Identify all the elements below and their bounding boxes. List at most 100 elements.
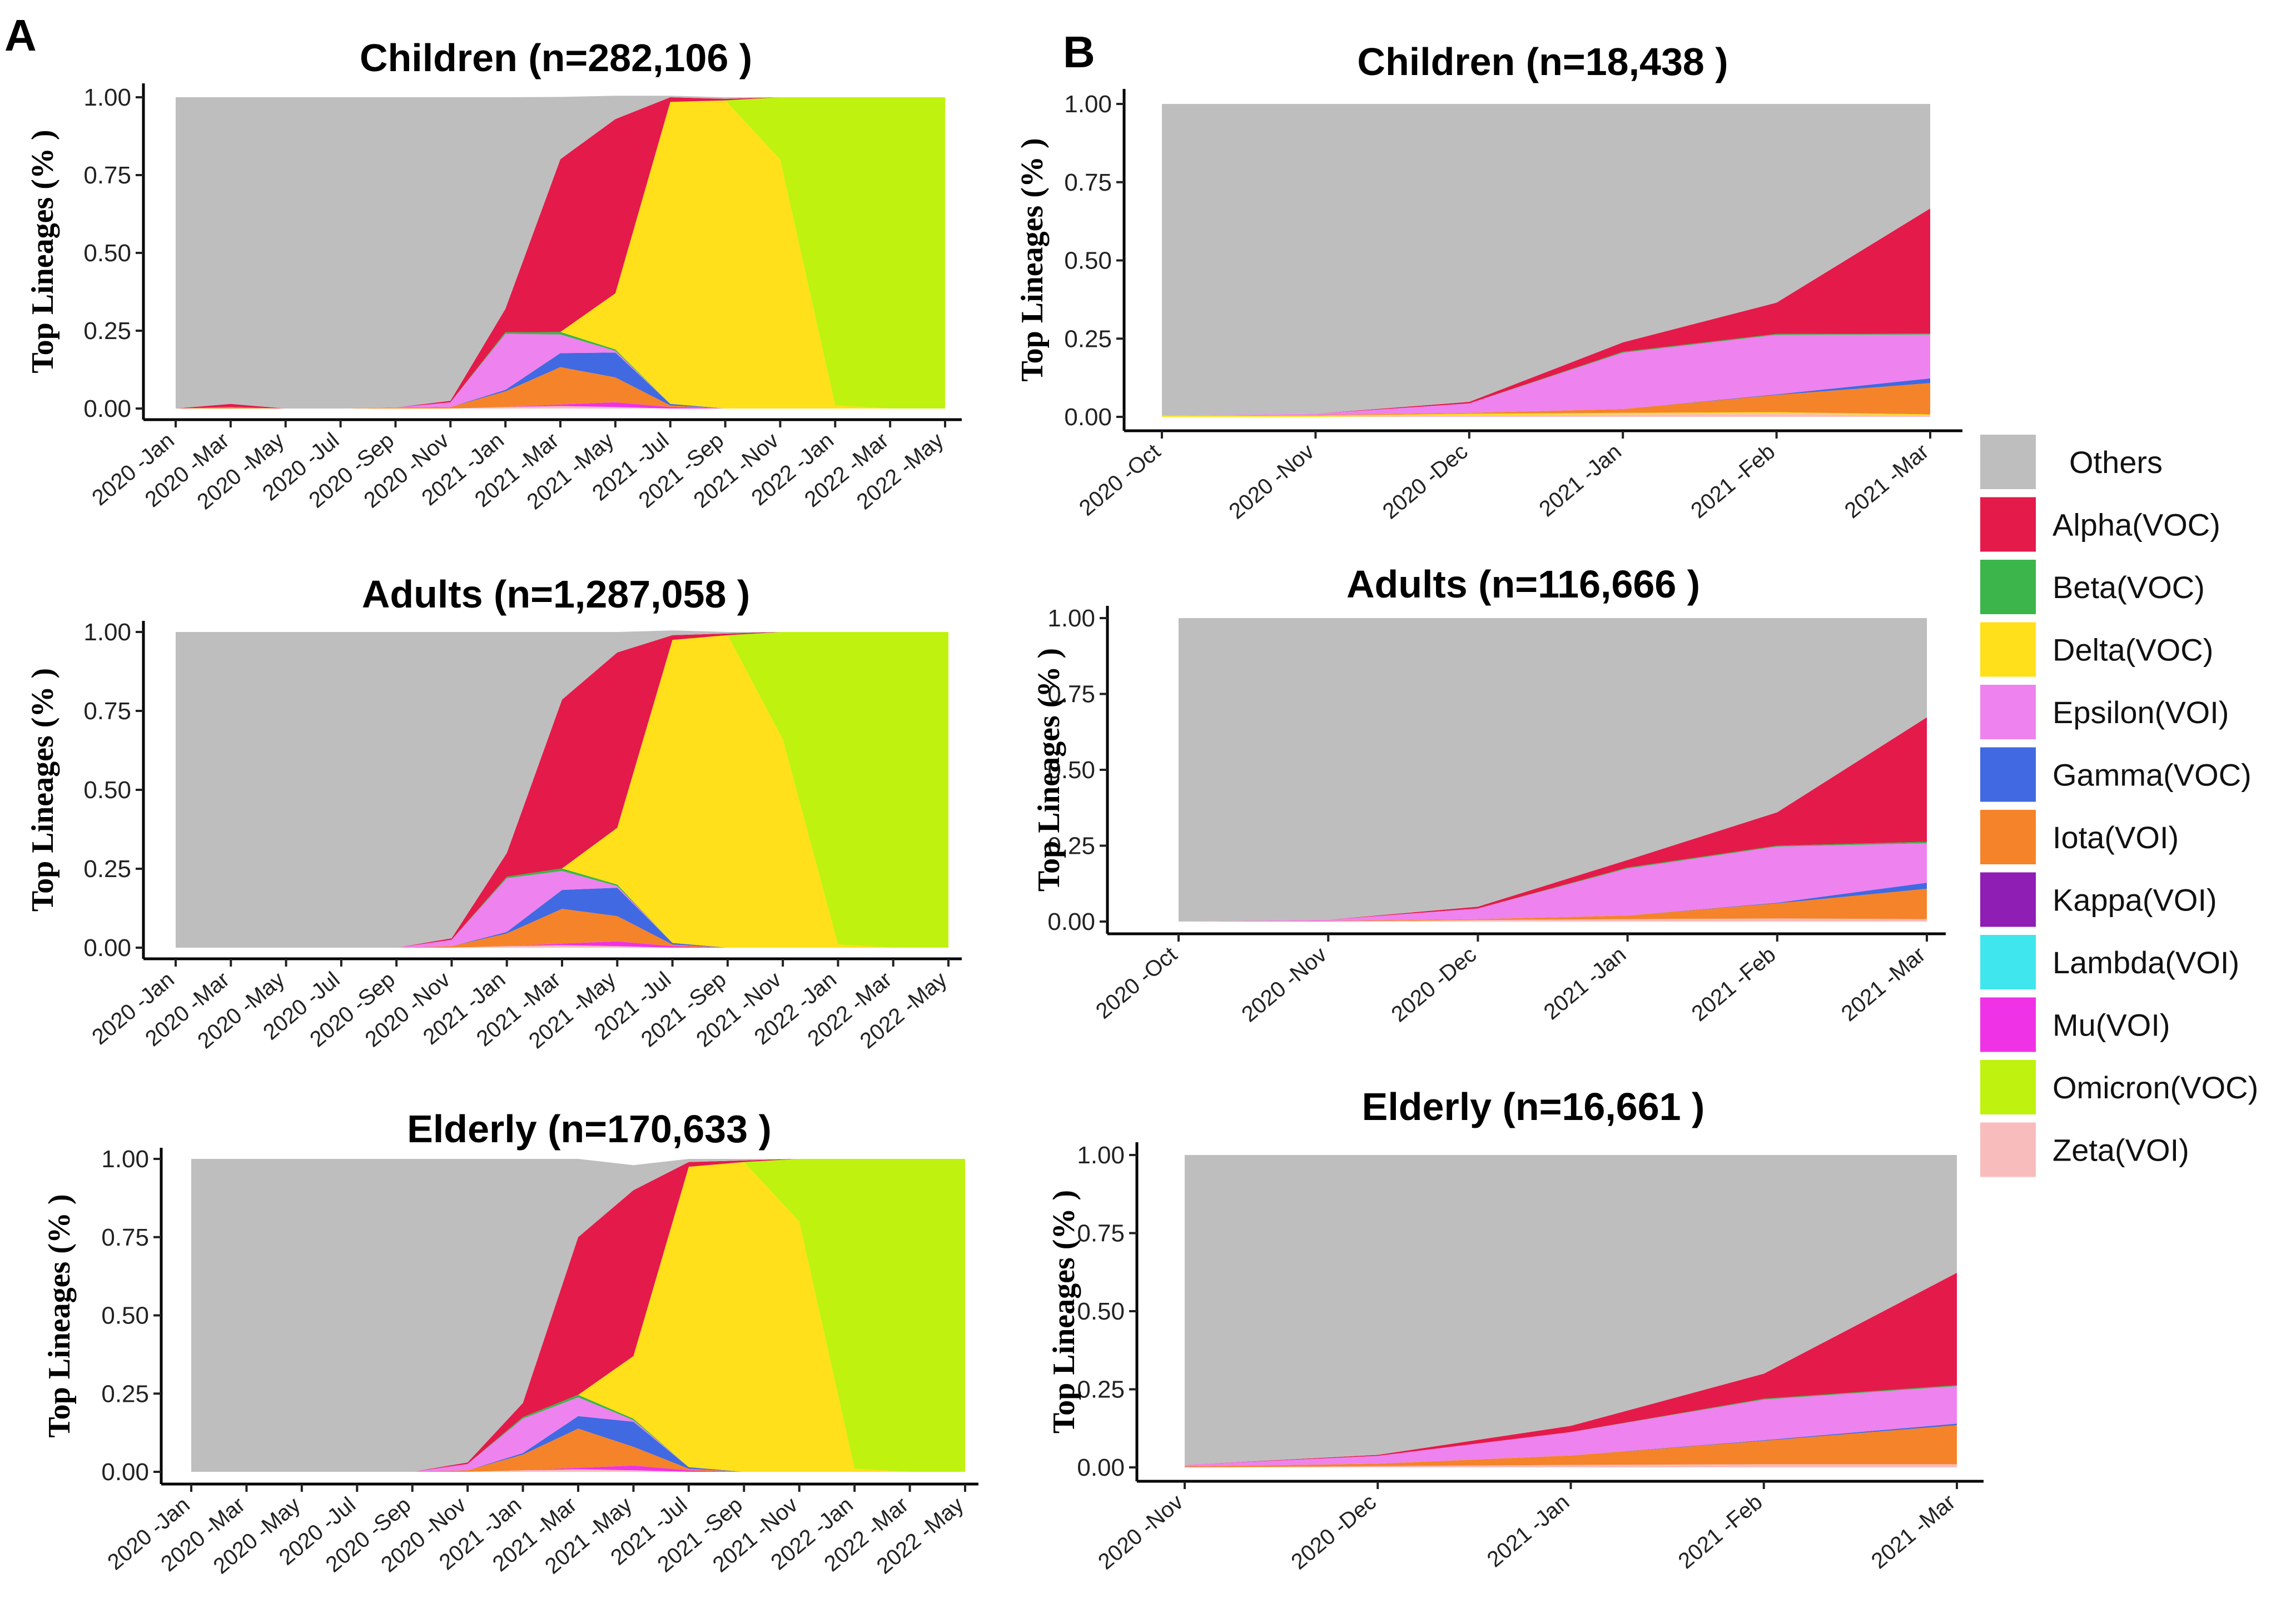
legend-swatch-lambda-voi — [1980, 935, 2036, 989]
x-tick-label: 2020 -Dec — [1286, 1490, 1381, 1574]
area-a3-mu-voi — [191, 1465, 965, 1472]
area-b1-others — [1162, 104, 1930, 416]
panel-label-b: B — [1063, 27, 1095, 77]
y-tick-label: 0.75 — [83, 162, 131, 189]
area-b2-epsilon-voi — [1179, 843, 1927, 922]
area-a3-omicron-voc — [191, 1159, 965, 1472]
x-tick-label: 2021 -Jan — [1534, 439, 1626, 521]
y-tick-label: 0.75 — [1077, 1220, 1125, 1247]
y-tick-label: 1.00 — [1047, 605, 1095, 632]
y-tick-label: 0.75 — [83, 698, 131, 725]
legend-label-gamma-voc: Gamma(VOC) — [2053, 758, 2252, 793]
y-tick-label: 0.25 — [83, 855, 131, 883]
legend-label-delta-voc: Delta(VOC) — [2053, 633, 2213, 668]
x-tick-label: 2021 -Feb — [1686, 439, 1780, 523]
area-a2-mu-voi — [176, 941, 948, 948]
chart-title: Elderly (n=170,633 ) — [407, 1107, 772, 1151]
y-tick-label: 0.00 — [101, 1458, 149, 1486]
legend-label-lambda-voi: Lambda(VOI) — [2053, 945, 2239, 980]
x-tick-label: 2021 -Feb — [1674, 1490, 1767, 1574]
chart-b1: 0.00 0.25 0.50 0.75 1.00 2020 -Oct 2020 -Nov 20… — [1015, 40, 1962, 524]
area-a1-omicron-voc — [176, 97, 945, 409]
legend-swatch-others — [1980, 435, 2036, 489]
y-tick-label: 0.50 — [83, 240, 131, 267]
area-b1-zeta-voi — [1162, 414, 1930, 417]
y-tick-label: 0.75 — [101, 1224, 149, 1251]
y-tick-label: 0.50 — [1064, 247, 1112, 275]
y-tick-label: 0.25 — [83, 317, 131, 345]
legend-label-iota-voi: Iota(VOI) — [2053, 820, 2179, 855]
y-tick-label: 1.00 — [1064, 91, 1112, 118]
chart-title: Adults (n=1,287,058 ) — [362, 573, 750, 616]
x-tick-label: 2021 -Mar — [1837, 942, 1930, 1026]
area-a1-zeta-voi — [176, 406, 945, 409]
area-a1-epsilon-voi — [176, 333, 945, 409]
x-tick-label: 2021 -Feb — [1687, 942, 1781, 1026]
area-a2-gamma-voc — [176, 888, 948, 948]
area-a1-gamma-voc — [176, 352, 945, 409]
y-axis-label: Top Lineages (% ) — [26, 668, 60, 912]
y-tick-label: 0.00 — [83, 395, 131, 422]
area-b1-alpha-voc — [1162, 208, 1930, 416]
chart-b2: 0.00 0.25 0.50 0.75 1.00 2020 -Oct 2020 -Nov 20… — [1032, 562, 1946, 1027]
y-tick-label: 1.00 — [83, 84, 131, 111]
area-a3-gamma-voc — [191, 1416, 965, 1472]
y-tick-label: 0.00 — [1077, 1454, 1125, 1481]
y-tick-label: 0.25 — [1077, 1376, 1125, 1403]
chart-title: Adults (n=116,666 ) — [1346, 562, 1700, 606]
y-tick-label: 0.50 — [1077, 1298, 1125, 1325]
y-tick-label: 0.75 — [1064, 169, 1112, 196]
y-tick-label: 1.00 — [1077, 1142, 1125, 1169]
area-b1-delta-voc — [1162, 412, 1930, 417]
legend-label-kappa-voi: Kappa(VOI) — [2053, 883, 2217, 918]
chart-title: Children (n=282,106 ) — [360, 36, 752, 79]
x-tick-label: 2021 -Mar — [1840, 439, 1934, 523]
legend-label-epsilon-voi: Epsilon(VOI) — [2053, 695, 2229, 730]
area-a1-alpha-voc — [176, 97, 945, 409]
y-tick-label: 0.50 — [83, 776, 131, 804]
area-b3-alpha-voc — [1185, 1272, 1957, 1465]
legend-label-zeta-voi: Zeta(VOI) — [2053, 1133, 2189, 1168]
area-a2-zeta-voi — [176, 945, 948, 948]
legend-swatch-iota-voi — [1980, 810, 2036, 864]
legend-swatch-gamma-voc — [1980, 747, 2036, 802]
legend-swatch-delta-voc — [1980, 622, 2036, 677]
y-tick-label: 1.00 — [101, 1146, 149, 1173]
legend-swatch-epsilon-voi — [1980, 685, 2036, 739]
x-tick-label: 2020 -Oct — [1091, 942, 1182, 1024]
panel-label-a: A — [4, 11, 37, 60]
legend-label-beta-voc: Beta(VOC) — [2053, 570, 2205, 605]
x-tick-label: 2020 -Oct — [1075, 439, 1165, 521]
area-a3-alpha-voc — [191, 1159, 965, 1472]
area-a1-others — [176, 96, 945, 409]
legend: Others Alpha(VOC) Beta(VOC) Delta(VOC) Epsil… — [1980, 435, 2258, 1177]
y-tick-label: 1.00 — [83, 619, 131, 646]
chart-title: Children (n=18,438 ) — [1357, 40, 1728, 83]
legend-label-omicron-voc: Omicron(VOC) — [2053, 1070, 2258, 1105]
legend-swatch-kappa-voi — [1980, 872, 2036, 927]
y-tick-label: 0.50 — [101, 1302, 149, 1330]
area-b3-zeta-voi — [1185, 1464, 1957, 1467]
chart-b3: 0.00 0.25 0.50 0.75 1.00 2020 -Nov 2020 -Dec 20… — [1047, 1085, 1984, 1575]
y-tick-label: 0.25 — [1047, 833, 1095, 860]
area-a3-epsilon-voi — [191, 1397, 965, 1472]
x-tick-label: 2021 -Jan — [1539, 942, 1631, 1024]
x-tick-label: 2021 -Mar — [1867, 1490, 1960, 1574]
legend-label-alpha-voc: Alpha(VOC) — [2053, 507, 2220, 542]
chart-title: Elderly (n=16,661 ) — [1362, 1085, 1705, 1128]
area-a3-zeta-voi — [191, 1469, 965, 1472]
legend-label-mu-voi: Mu(VOI) — [2053, 1008, 2170, 1043]
area-a1-iota-voi — [176, 367, 945, 409]
x-tick-label: 2020 -Nov — [1225, 439, 1319, 524]
y-tick-label: 0.00 — [1064, 404, 1112, 431]
y-axis-label: Top Lineages (% ) — [1032, 648, 1066, 892]
area-b2-zeta-voi — [1179, 918, 1927, 922]
y-tick-label: 0.25 — [1064, 325, 1112, 352]
y-tick-label: 0.00 — [83, 934, 131, 962]
legend-swatch-alpha-voc — [1980, 497, 2036, 552]
area-b1-epsilon-voi — [1162, 334, 1930, 416]
